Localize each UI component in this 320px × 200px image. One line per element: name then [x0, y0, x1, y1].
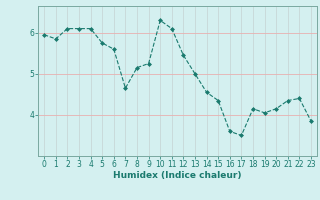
X-axis label: Humidex (Indice chaleur): Humidex (Indice chaleur)	[113, 171, 242, 180]
